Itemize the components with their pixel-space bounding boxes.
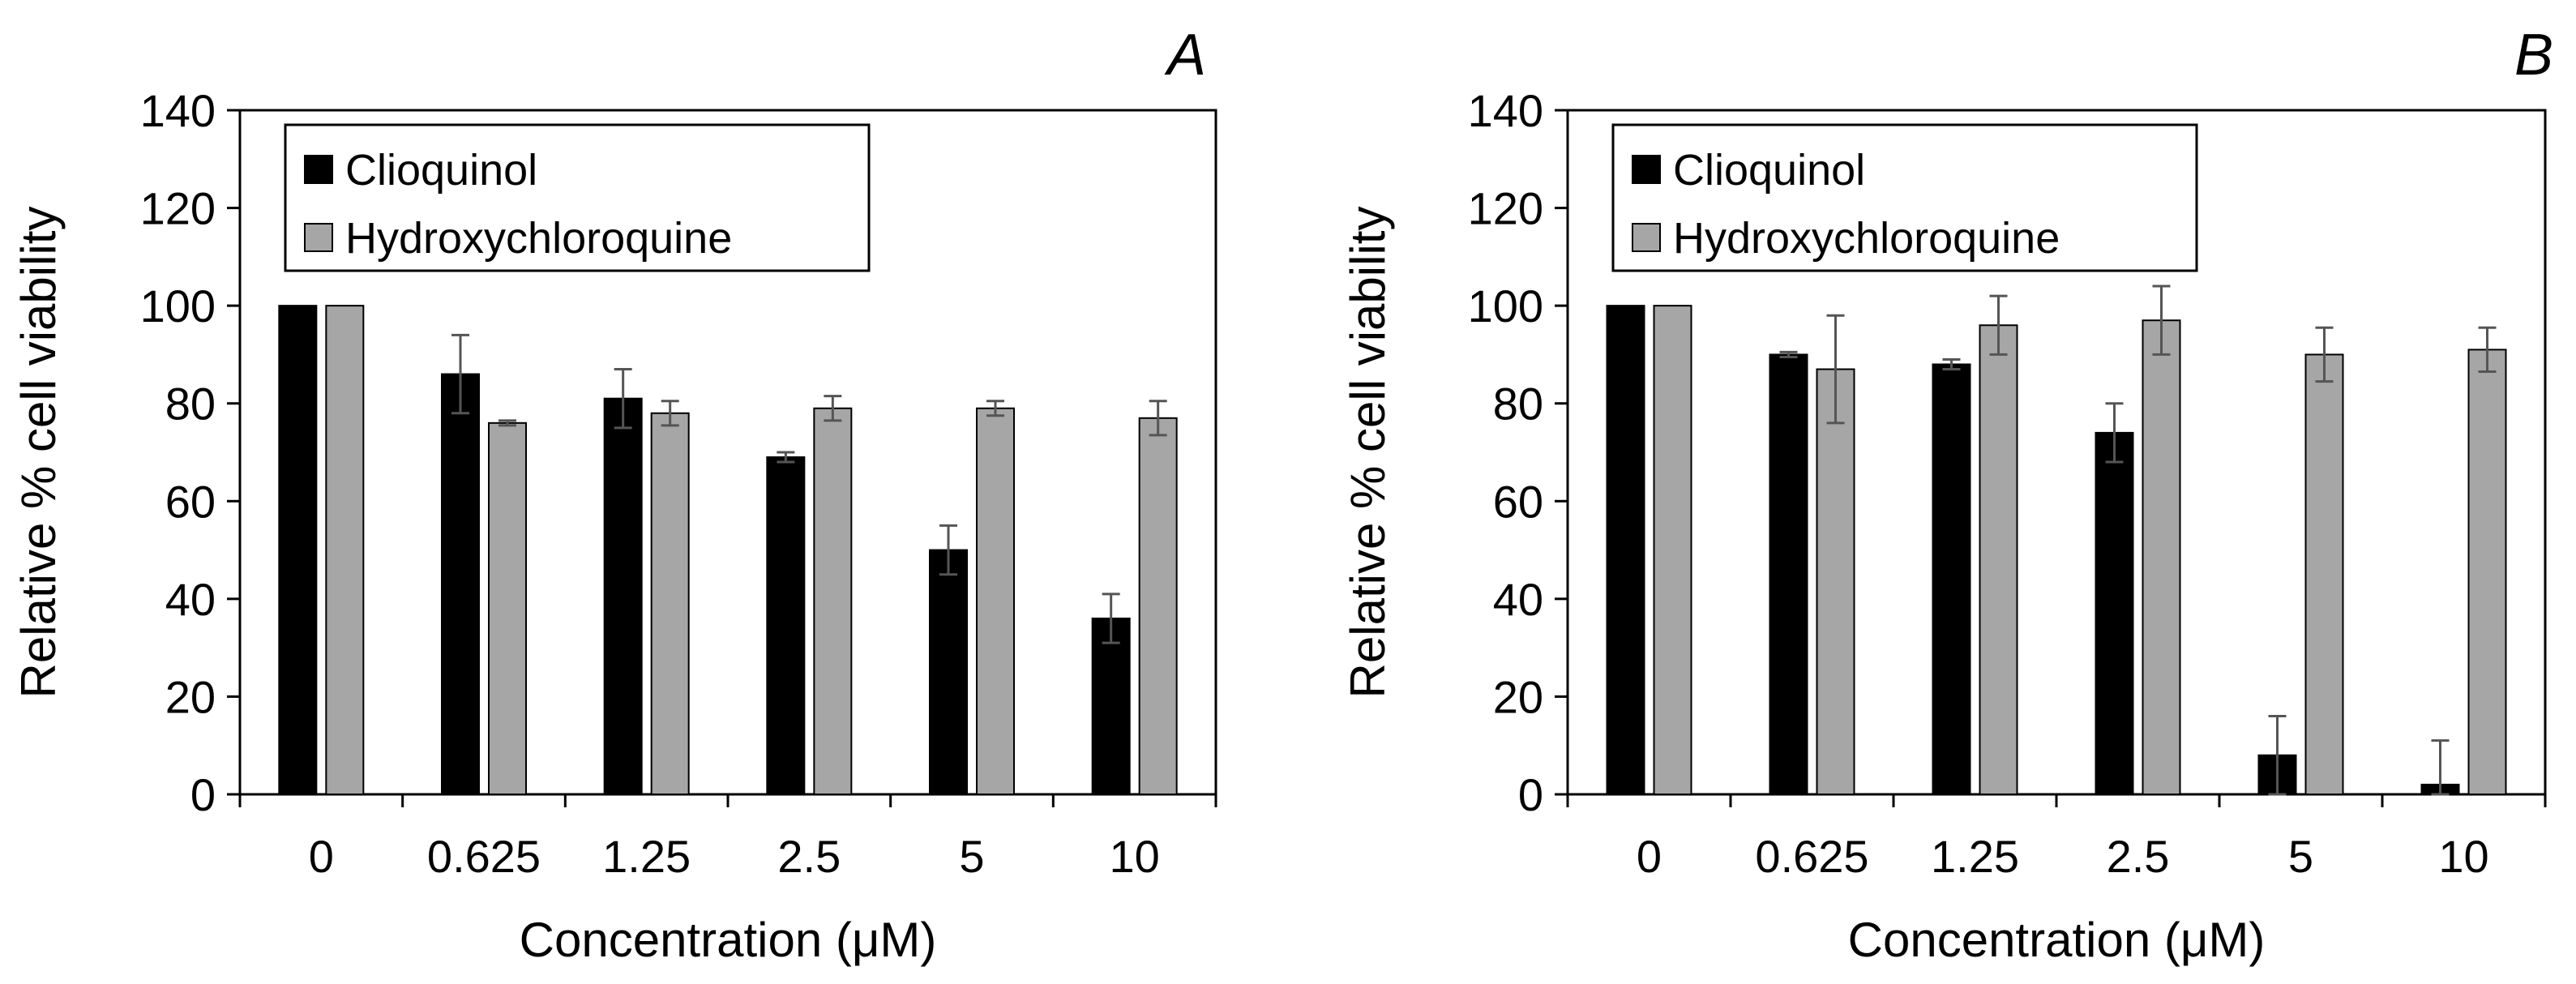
bar-clioquinol-0 [1606, 305, 1645, 795]
error-bar [2105, 402, 2124, 464]
legend-swatch-hydroxychloroquine [1632, 223, 1661, 252]
x-tick-label: 0.625 [1755, 831, 1868, 882]
bar-clioquinol-4 [929, 549, 968, 795]
bar-hydroxychloroquine-3 [813, 407, 853, 795]
panel-label: B [2514, 23, 2553, 88]
x-tick-label: 10 [2438, 831, 2488, 882]
error-bar [1149, 400, 1167, 437]
legend-box [284, 123, 871, 272]
y-tick-label: 60 [165, 476, 216, 527]
bar-hydroxychloroquine-5 [1138, 417, 1178, 795]
y-tick-label: 40 [165, 574, 216, 625]
error-bar [499, 419, 516, 427]
legend-box [1611, 123, 2198, 272]
y-tick-label: 60 [1493, 476, 1543, 527]
error-bar [2268, 715, 2287, 796]
bar-hydroxychloroquine-1 [1816, 368, 1855, 795]
y-tick-label: 0 [190, 769, 216, 820]
bar-clioquinol-1 [1769, 353, 1808, 795]
bar-hydroxychloroquine-4 [976, 407, 1015, 795]
bar-hydroxychloroquine-4 [2304, 353, 2344, 795]
y-tick-label: 80 [165, 379, 216, 430]
y-tick-label: 40 [1493, 574, 1543, 625]
error-bar [661, 400, 679, 427]
y-tick-label: 0 [1518, 769, 1543, 820]
error-bar [2152, 285, 2171, 356]
error-bar [824, 395, 842, 422]
error-bar [2315, 326, 2334, 383]
error-bar [986, 400, 1004, 417]
bar-hydroxychloroquine-1 [488, 421, 527, 795]
legend-swatch-clioquinol [304, 155, 333, 184]
x-tick-label: 0.625 [427, 831, 541, 882]
x-tick-label: 5 [959, 831, 984, 882]
y-tick-label: 80 [1493, 379, 1543, 430]
x-tick-label: 5 [2288, 831, 2313, 882]
error-bar [939, 524, 957, 576]
y-tick-label: 120 [1468, 183, 1543, 234]
error-bar [1942, 357, 1961, 371]
x-tick-label: 2.5 [2107, 831, 2170, 882]
x-axis-title: Concentration (μM) [520, 913, 937, 967]
bar-hydroxychloroquine-5 [2467, 349, 2507, 795]
y-tick-label: 100 [140, 280, 216, 332]
legend: Clioquinol Hydroxychloroquine [1611, 123, 2198, 272]
error-bar [1779, 350, 1798, 358]
error-bar [2431, 739, 2450, 796]
legend-swatch-clioquinol [1632, 155, 1661, 184]
legend: Clioquinol Hydroxychloroquine [284, 123, 871, 272]
bar-clioquinol-1 [441, 373, 480, 795]
error-bar [1989, 294, 2008, 356]
legend-label: Hydroxychloroquine [345, 214, 732, 263]
y-tick-label: 140 [140, 85, 216, 136]
y-tick-label: 100 [1468, 280, 1543, 332]
legend-label: Clioquinol [345, 146, 537, 195]
x-tick-label: 0 [309, 831, 334, 882]
bar-clioquinol-2 [603, 397, 643, 795]
legend-label: Clioquinol [1673, 146, 1865, 195]
bar-clioquinol-5 [1091, 617, 1131, 795]
bar-clioquinol-0 [278, 305, 318, 795]
legend-label: Hydroxychloroquine [1673, 214, 2060, 263]
error-bar [777, 451, 795, 464]
bar-hydroxychloroquine-0 [325, 305, 365, 795]
bar-hydroxychloroquine-3 [2142, 319, 2181, 795]
error-bar [614, 368, 632, 430]
bar-clioquinol-3 [2095, 431, 2134, 796]
panel-a: 0 20 40 60 80 100 120 140 0 0.625 1.25 2.5 5 10 Concen… [11, 23, 1217, 967]
panel-label: A [1164, 23, 1206, 88]
x-tick-label: 1.25 [1931, 831, 2019, 882]
x-tick-label: 2.5 [777, 831, 841, 882]
bar-hydroxychloroquine-2 [650, 412, 690, 795]
error-bar [1102, 593, 1120, 644]
x-tick-label: 1.25 [602, 831, 691, 882]
panel-b: 0 20 40 60 80 100 120 140 0 0.625 1.25 2.5 5 10 Concen… [1341, 23, 2553, 967]
bar-hydroxychloroquine-0 [1653, 305, 1692, 795]
x-tick-label: 0 [1637, 831, 1662, 882]
y-axis-title: Relative % cell viability [11, 207, 66, 699]
x-tick-label: 10 [1110, 831, 1160, 882]
y-tick-label: 120 [140, 183, 216, 234]
error-bar [2478, 326, 2497, 374]
x-axis-title: Concentration (μM) [1848, 913, 2266, 967]
y-axis-title: Relative % cell viability [1341, 207, 1395, 699]
error-bar [1826, 314, 1845, 425]
bar-clioquinol-3 [766, 456, 806, 795]
bar-clioquinol-2 [1932, 363, 1971, 795]
y-tick-label: 20 [1493, 671, 1543, 722]
y-tick-label: 20 [165, 671, 216, 722]
y-tick-label: 140 [1468, 85, 1543, 136]
bar-hydroxychloroquine-2 [1979, 324, 2018, 795]
error-bar [451, 333, 469, 415]
legend-swatch-hydroxychloroquine [304, 223, 333, 252]
